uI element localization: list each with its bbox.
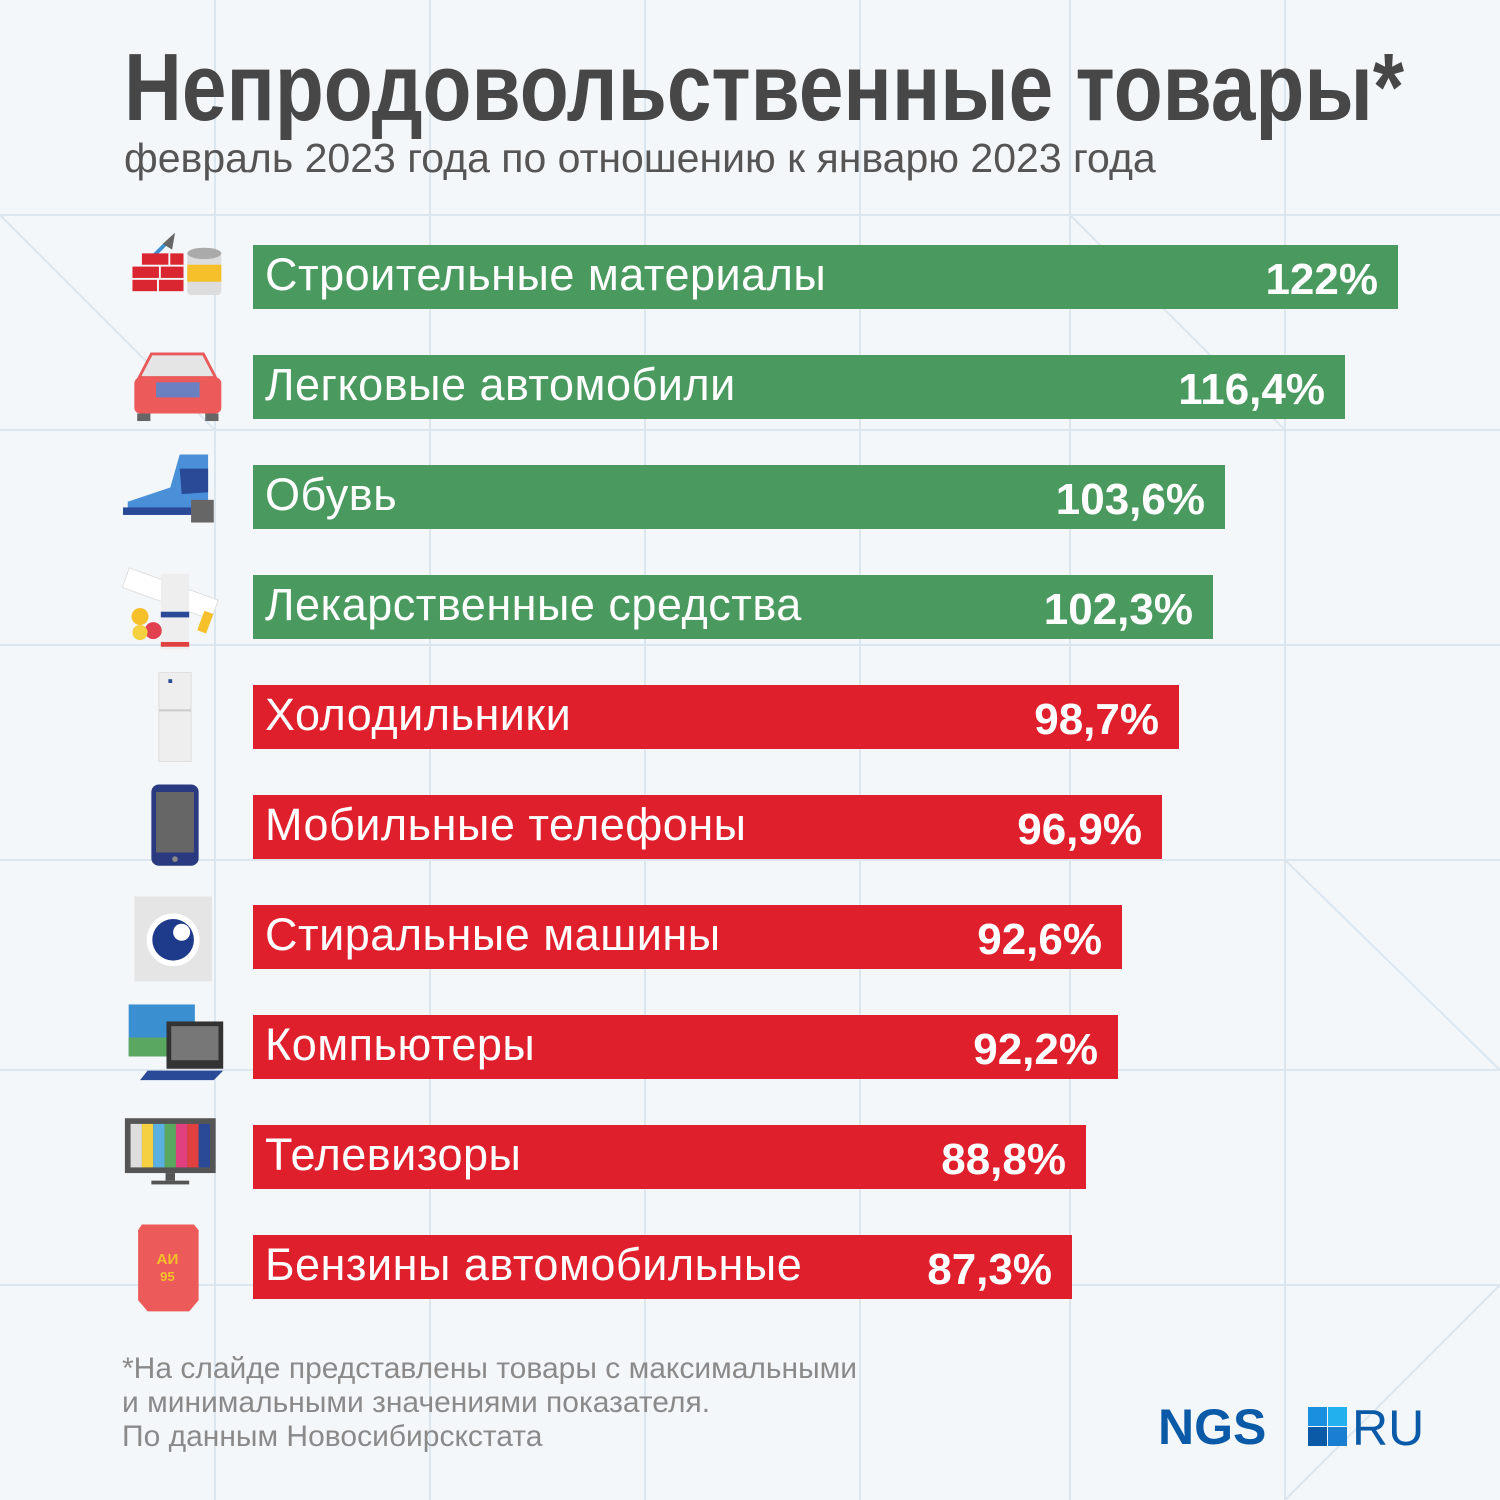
phone-icon xyxy=(151,784,199,866)
footnote-line: По данным Новосибирскстата xyxy=(122,1420,543,1453)
chart-row: Холодильники 98,7% xyxy=(0,672,1500,795)
page-subtitle: февраль 2023 года по отношению к январю … xyxy=(124,135,1156,181)
bar-value-label: 92,2% xyxy=(973,1025,1098,1074)
chart-row: Строительные материалы 122% xyxy=(0,232,1500,355)
bar-label: Холодильники xyxy=(265,689,572,740)
footnote-line: *На слайде представлены товары с максима… xyxy=(122,1352,858,1385)
svg-text:АИ: АИ xyxy=(157,1251,179,1268)
bar: Компьютеры 92,2% xyxy=(253,1015,1118,1079)
svg-text:95: 95 xyxy=(160,1269,175,1284)
svg-text:NGS: NGS xyxy=(1158,1402,1266,1452)
bar: Холодильники 98,7% xyxy=(253,685,1179,749)
bar: Лекарственные средства 102,3% xyxy=(253,575,1213,639)
chart-row: Легковые автомобили 116,4% xyxy=(0,352,1500,465)
bar-label: Лекарственные средства xyxy=(265,579,802,630)
bar-value-label: 98,7% xyxy=(1034,695,1159,744)
computer-icon xyxy=(128,1004,224,1081)
bar: Обувь 103,6% xyxy=(253,465,1225,529)
svg-text:RU: RU xyxy=(1352,1402,1424,1452)
bar: Строительные материалы 122% xyxy=(253,245,1398,309)
bar: Стиральные машины 92,6% xyxy=(253,905,1122,969)
bar-label: Легковые автомобили xyxy=(265,359,736,410)
svg-text:Непродовольственные товары*: Непродовольственные товары* xyxy=(124,34,1405,140)
medicine-icon xyxy=(121,567,219,650)
bar-label: Строительные материалы xyxy=(265,249,827,300)
car-icon xyxy=(134,352,222,422)
chart-row: Мобильные телефоны 96,9% xyxy=(0,784,1500,905)
bar-label: Стиральные машины xyxy=(265,909,721,960)
bar: Телевизоры 88,8% xyxy=(253,1125,1086,1189)
chart-row: Стиральные машины 92,6% xyxy=(0,896,1500,1015)
bar-label: Обувь xyxy=(265,469,398,520)
bar-label: Бензины автомобильные xyxy=(265,1239,803,1290)
bar-value-label: 103,6% xyxy=(1055,475,1205,524)
bar-value-label: 116,4% xyxy=(1178,365,1325,414)
bar-label: Компьютеры xyxy=(265,1019,536,1070)
ngs-logo: NGS RU xyxy=(1158,1402,1424,1452)
bar-value-label: 96,9% xyxy=(1017,805,1142,854)
bar-value-label: 122% xyxy=(1265,255,1378,304)
bar-label: Мобильные телефоны xyxy=(265,799,747,850)
footnote-line: и минимальными значениями показателя. xyxy=(122,1386,711,1419)
bar-value-label: 87,3% xyxy=(927,1245,1052,1294)
washing-machine-icon xyxy=(134,896,212,982)
bar: Мобильные телефоны 96,9% xyxy=(253,795,1162,859)
page-title: Непродовольственные товары* xyxy=(124,34,1405,140)
bar: Бензины автомобильные 87,3% xyxy=(253,1235,1072,1299)
chart-row: Компьютеры 92,2% xyxy=(0,1004,1500,1125)
boot-icon xyxy=(123,454,214,523)
chart-row: Телевизоры 88,8% xyxy=(0,1118,1500,1235)
tv-icon xyxy=(124,1118,216,1185)
bricks-paint-icon xyxy=(132,232,222,295)
chart-row: Лекарственные средства 102,3% xyxy=(0,567,1500,685)
chart-row: АИ 95 Бензины автомобильные 87,3% xyxy=(0,1224,1500,1345)
bar-value-label: 88,8% xyxy=(941,1135,1066,1184)
footnote: *На слайде представлены товары с максима… xyxy=(122,1352,857,1454)
bar: Легковые автомобили 116,4% xyxy=(253,355,1345,419)
fridge-icon xyxy=(158,672,192,762)
bar-label: Телевизоры xyxy=(265,1129,522,1180)
chart-row: Обувь 103,6% xyxy=(0,454,1500,575)
bar-value-label: 92,6% xyxy=(977,915,1102,964)
bar-value-label: 102,3% xyxy=(1043,585,1193,634)
